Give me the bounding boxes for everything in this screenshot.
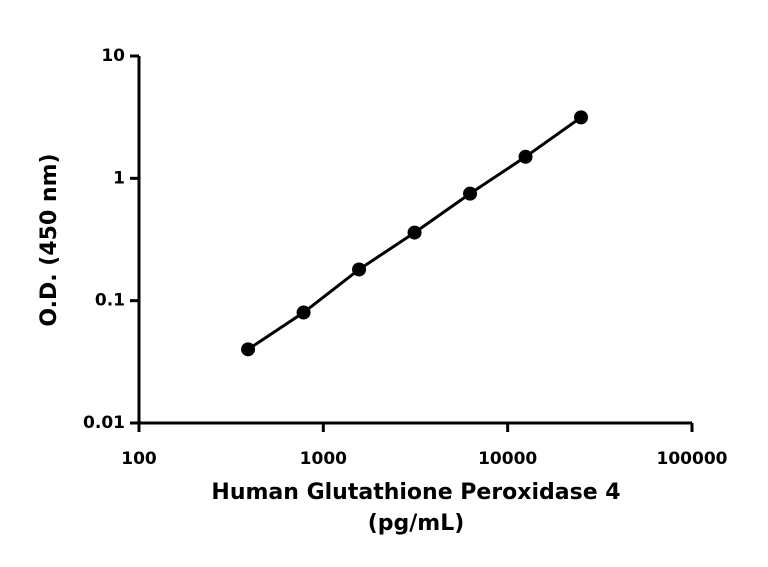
data-point: [463, 186, 478, 201]
x-tick-label: 1000: [300, 449, 347, 469]
y-tick-label: 1: [113, 168, 125, 188]
x-axis-label: (pg/mL): [368, 511, 465, 536]
data-point: [518, 149, 533, 164]
data-point: [241, 342, 256, 357]
x-tick-label: 100: [121, 449, 157, 469]
y-tick-label: 0.01: [83, 413, 125, 433]
data-point: [574, 110, 589, 125]
y-tick-label: 10: [101, 46, 125, 66]
data-point: [296, 305, 311, 320]
x-axis-label: Human Glutathione Peroxidase 4: [211, 480, 620, 505]
x-tick-label: 100000: [657, 449, 728, 469]
x-tick-label: 10000: [478, 449, 537, 469]
y-axis-label: O.D. (450 nm): [37, 153, 62, 326]
data-point: [407, 225, 422, 240]
y-tick-label: 0.1: [95, 291, 125, 311]
data-point: [352, 262, 367, 277]
